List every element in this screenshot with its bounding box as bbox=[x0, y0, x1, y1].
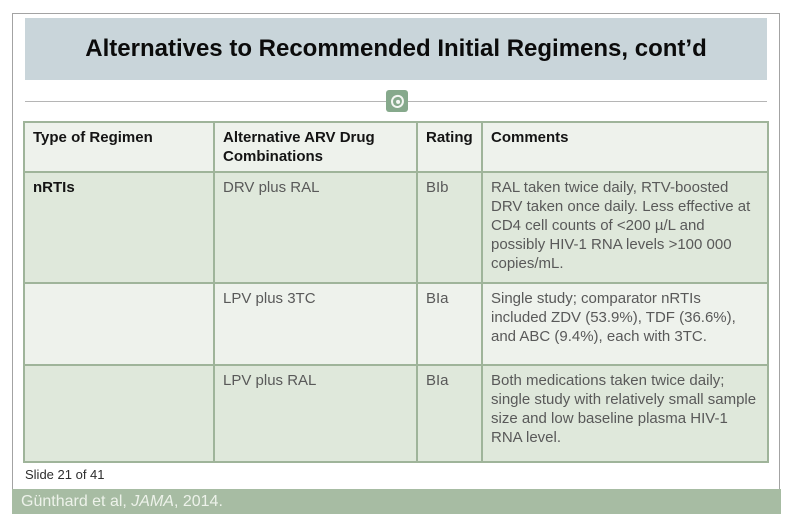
citation-suffix: , 2014. bbox=[173, 492, 223, 510]
cell-rating: BIa bbox=[416, 364, 483, 463]
table-row: nRTIs DRV plus RAL BIb RAL taken twice d… bbox=[23, 171, 769, 284]
cell-regimen-type: nRTIs bbox=[23, 171, 215, 284]
cell-regimen-type bbox=[23, 282, 215, 366]
cell-comments: RAL taken twice daily, RTV-boosted DRV t… bbox=[481, 171, 769, 284]
swirl-ring bbox=[389, 93, 405, 109]
cell-combination: LPV plus 3TC bbox=[213, 282, 418, 366]
cell-comments: Single study; comparator nRTIs included … bbox=[481, 282, 769, 366]
citation-text: Günthard et al, JAMA, 2014. bbox=[21, 493, 223, 511]
table-row: LPV plus RAL BIa Both medications taken … bbox=[23, 364, 769, 463]
slide-counter: Slide 21 of 41 bbox=[25, 467, 105, 482]
swirl-circle-icon bbox=[386, 90, 408, 112]
header-rating: Rating bbox=[416, 121, 483, 173]
header-type-of-regimen: Type of Regimen bbox=[23, 121, 215, 173]
table-row: LPV plus 3TC BIa Single study; comparato… bbox=[23, 282, 769, 366]
cell-rating: BIa bbox=[416, 282, 483, 366]
header-comments: Comments bbox=[481, 121, 769, 173]
regimen-table: Type of Regimen Alternative ARV Drug Com… bbox=[23, 121, 769, 463]
cell-regimen-type bbox=[23, 364, 215, 463]
table-header-row: Type of Regimen Alternative ARV Drug Com… bbox=[23, 121, 769, 173]
citation-authors: Günthard et al, bbox=[21, 492, 132, 510]
slide-title-bar: Alternatives to Recommended Initial Regi… bbox=[25, 18, 767, 80]
citation-journal: JAMA bbox=[131, 492, 174, 510]
cell-rating: BIb bbox=[416, 171, 483, 284]
cell-comments: Both medications taken twice daily; sing… bbox=[481, 364, 769, 463]
cell-combination: LPV plus RAL bbox=[213, 364, 418, 463]
title-divider bbox=[25, 90, 767, 113]
citation-bar: Günthard et al, JAMA, 2014. bbox=[12, 489, 781, 514]
cell-combination: DRV plus RAL bbox=[213, 171, 418, 284]
page-title: Alternatives to Recommended Initial Regi… bbox=[85, 35, 707, 62]
header-arv-combinations: Alternative ARV Drug Combinations bbox=[213, 121, 418, 173]
